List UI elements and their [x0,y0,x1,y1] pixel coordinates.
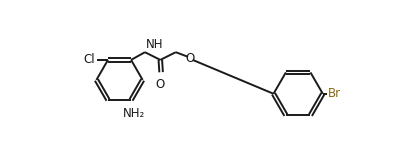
Text: NH₂: NH₂ [123,107,145,120]
Text: O: O [156,78,164,91]
Text: Br: Br [327,87,341,100]
Text: O: O [185,52,194,65]
Text: NH: NH [145,38,163,51]
Text: Cl: Cl [83,53,95,66]
